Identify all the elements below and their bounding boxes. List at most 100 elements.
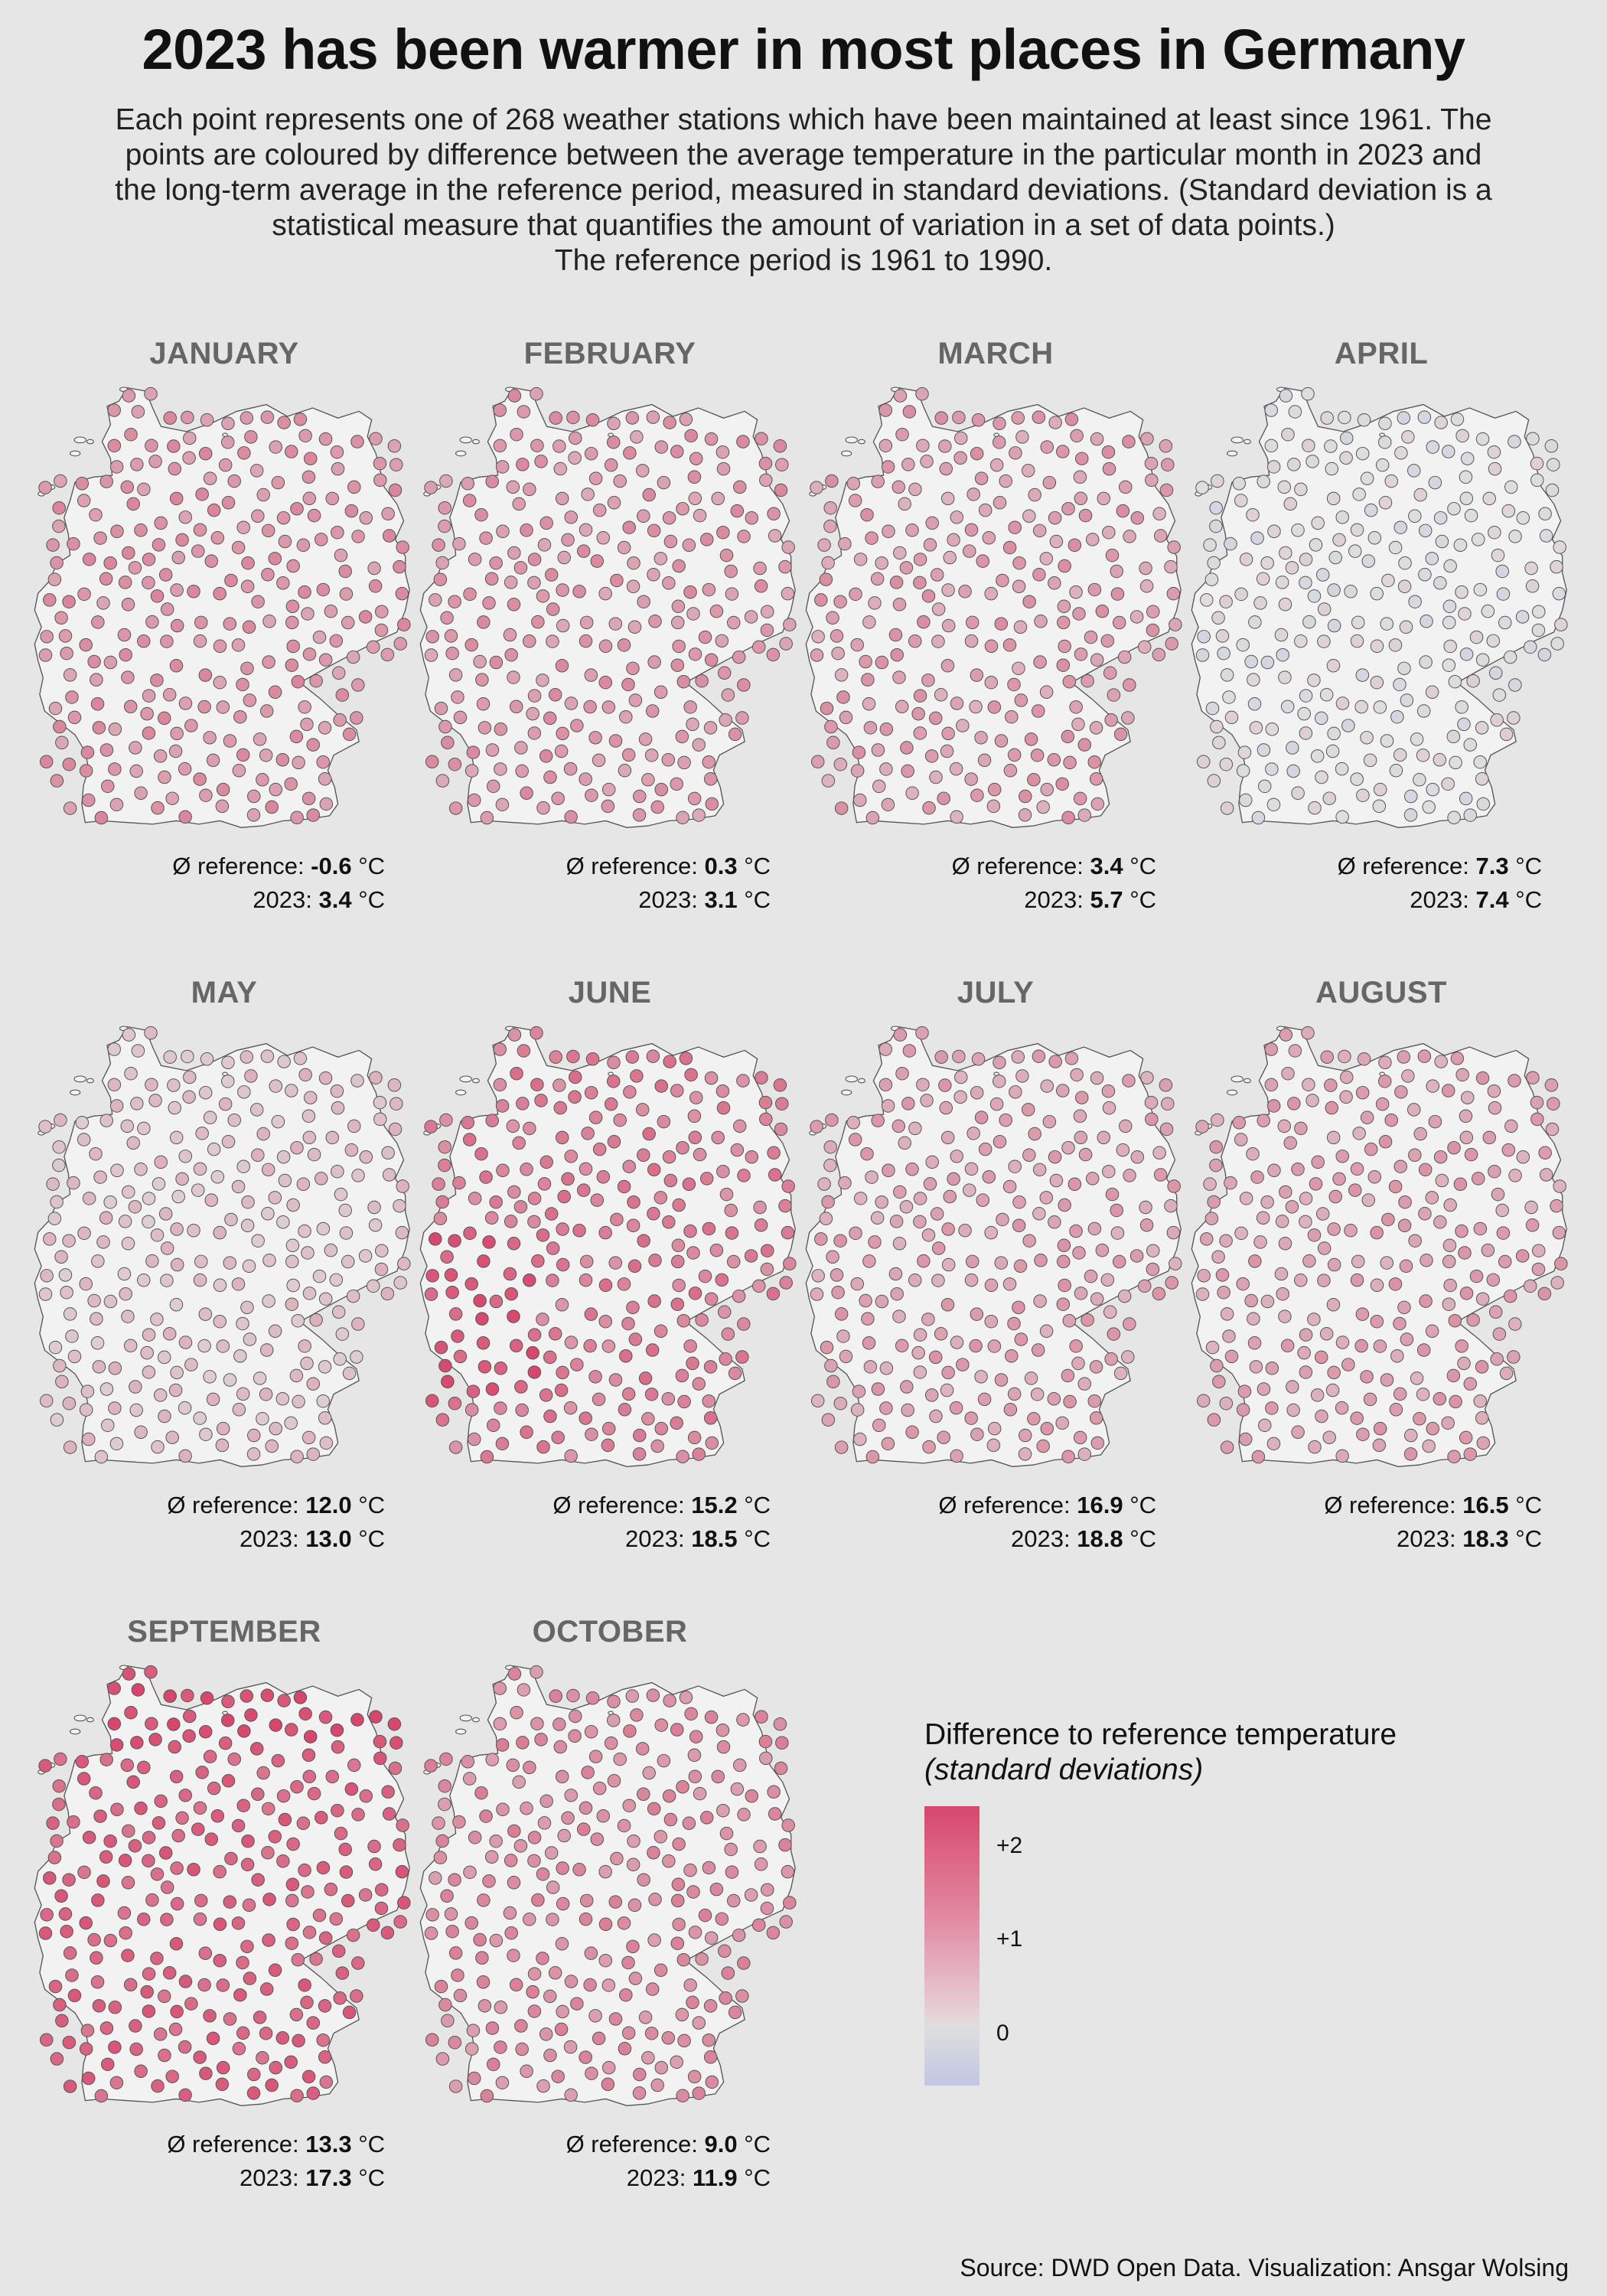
station-point — [984, 1225, 998, 1240]
station-point — [584, 446, 598, 461]
station-point — [938, 439, 952, 453]
station-point — [329, 1273, 344, 1287]
station-point — [151, 1440, 165, 1454]
station-point — [625, 1689, 640, 1703]
station-point — [823, 1158, 837, 1172]
station-point — [293, 1052, 308, 1065]
station-point — [316, 1861, 331, 1875]
station-point — [537, 1177, 552, 1191]
station-point — [262, 1254, 276, 1267]
station-point — [672, 639, 686, 654]
station-point — [970, 1085, 984, 1100]
station-point — [1338, 410, 1351, 425]
station-point — [1364, 503, 1378, 517]
station-point — [1022, 595, 1036, 608]
station-point — [122, 389, 136, 403]
station-point — [662, 1854, 676, 1868]
station-point — [579, 1411, 592, 1425]
station-point — [480, 2089, 494, 2103]
station-point — [213, 1225, 227, 1240]
station-point — [881, 797, 895, 812]
station-point — [1040, 1421, 1054, 1436]
station-point — [123, 1978, 138, 1992]
station-point — [994, 1256, 1009, 1270]
station-point — [169, 659, 184, 673]
station-point — [1363, 1392, 1377, 1407]
station-point — [223, 1373, 237, 1387]
station-point — [367, 1200, 381, 1215]
station-point — [1308, 801, 1322, 815]
station-point — [1547, 1097, 1560, 1110]
station-point — [307, 508, 321, 523]
station-point — [444, 629, 458, 643]
station-point — [1011, 1050, 1025, 1064]
station-point — [1425, 552, 1439, 566]
reference-line: Ø reference: 7.3 °C — [1182, 850, 1542, 883]
year-label: 2023: — [1397, 1525, 1463, 1552]
station-point — [1504, 480, 1518, 494]
station-point — [123, 1339, 138, 1353]
station-point — [1280, 700, 1295, 714]
station-point — [758, 456, 773, 471]
station-point — [1140, 1071, 1154, 1084]
station-point — [553, 1740, 568, 1754]
station-point — [527, 1365, 542, 1379]
station-point — [117, 1906, 132, 1920]
station-point — [351, 1808, 365, 1821]
station-point — [628, 1332, 643, 1346]
station-point — [1553, 540, 1566, 554]
station-point — [1101, 445, 1116, 459]
station-point — [1146, 1244, 1160, 1257]
station-point — [717, 1305, 732, 1319]
station-point — [165, 791, 179, 805]
station-point — [1530, 1112, 1544, 1127]
station-point — [923, 538, 937, 552]
station-point — [517, 1683, 531, 1697]
station-point — [126, 497, 140, 511]
station-point — [875, 1195, 888, 1209]
station-point — [1526, 432, 1540, 445]
station-point — [1469, 1269, 1484, 1283]
station-point — [601, 782, 616, 797]
station-point — [307, 1147, 321, 1162]
station-point — [1308, 1440, 1322, 1454]
station-point — [47, 1851, 62, 1864]
station-point — [485, 1114, 499, 1127]
station-point — [231, 1277, 246, 1291]
legend-tick-label: +1 — [996, 1926, 1023, 1952]
station-point — [607, 1694, 621, 1709]
station-point — [1547, 458, 1560, 471]
station-point — [318, 1292, 333, 1306]
station-point — [170, 1365, 184, 1380]
station-point — [1507, 1350, 1521, 1364]
station-point — [448, 2035, 462, 2050]
station-point — [99, 1382, 114, 1396]
month-title: JANUARY — [149, 337, 299, 370]
station-point — [1220, 668, 1234, 682]
station-point — [1161, 458, 1175, 471]
station-point — [870, 1211, 885, 1225]
station-point — [236, 520, 250, 534]
station-point — [448, 1873, 461, 1887]
station-point — [563, 1401, 578, 1415]
station-point — [683, 1339, 697, 1353]
station-point — [767, 1146, 781, 1160]
station-point — [607, 416, 621, 431]
station-point — [744, 1888, 758, 1902]
station-point — [999, 474, 1012, 488]
station-point — [1552, 586, 1566, 601]
station-point — [1488, 1305, 1503, 1319]
reference-line: Ø reference: 15.2 °C — [411, 1489, 771, 1522]
month-title: JUNE — [568, 976, 652, 1009]
station-point — [715, 1723, 730, 1737]
station-point — [661, 1392, 676, 1406]
station-point — [285, 615, 299, 630]
station-point — [175, 1172, 189, 1186]
station-point — [1287, 1097, 1301, 1110]
station-point — [1220, 1440, 1234, 1454]
station-point — [1279, 389, 1293, 403]
station-point — [1319, 1327, 1334, 1341]
station-point — [730, 1143, 745, 1157]
station-point — [468, 2071, 481, 2086]
station-point — [468, 793, 481, 807]
